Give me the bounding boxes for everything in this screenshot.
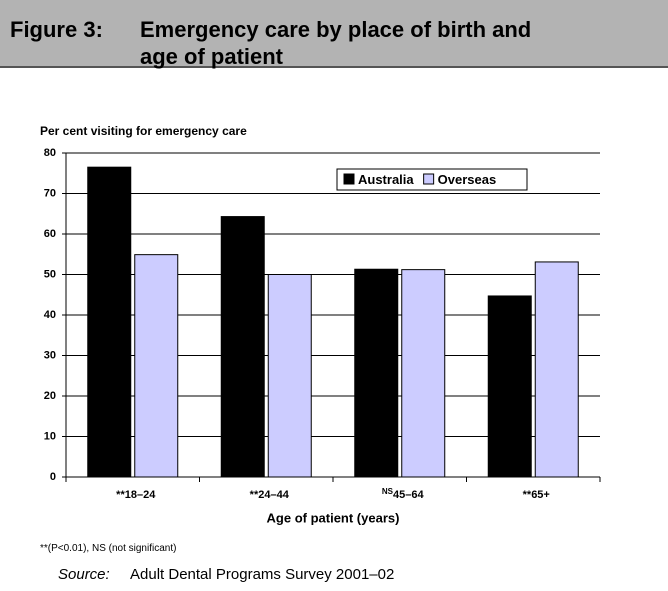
bar (354, 268, 399, 478)
y-tick-label: 70 (44, 187, 56, 199)
category-prefix: NS (382, 487, 394, 496)
y-tick-label: 60 (44, 228, 56, 240)
category-prefix: ** (523, 489, 532, 501)
category-name: 24–44 (258, 489, 289, 501)
bar (401, 269, 446, 478)
footnote: **(P<0.01), NS (not significant) (40, 543, 177, 554)
bar (267, 274, 312, 478)
y-tick-label: 40 (44, 309, 56, 321)
bar (87, 166, 132, 478)
bar (134, 254, 179, 478)
x-tick-label: **65+ (523, 489, 550, 501)
bar (534, 261, 579, 478)
category-prefix: ** (116, 489, 125, 501)
bar (220, 216, 265, 478)
figure-title: age of patient (140, 44, 284, 69)
category-prefix: ** (250, 489, 259, 501)
x-axis-label: Age of patient (years) (267, 510, 400, 525)
bar (487, 295, 532, 478)
source-label: Source: (58, 566, 110, 583)
y-tick-label: 10 (44, 430, 56, 442)
y-tick-label: 20 (44, 390, 56, 402)
x-tick-label: **24–44 (250, 489, 290, 501)
x-tick-label: **18–24 (116, 489, 156, 501)
y-axis-label: Per cent visiting for emergency care (40, 124, 247, 138)
legend-label: Overseas (438, 172, 497, 187)
category-name: 18–24 (125, 489, 156, 501)
y-tick-label: 30 (44, 349, 56, 361)
x-tick-label: NS45–64 (382, 487, 425, 501)
y-tick-label: 80 (44, 147, 56, 159)
y-tick-label: 0 (50, 471, 56, 483)
legend-swatch (343, 173, 355, 185)
source-text: Adult Dental Programs Survey 2001–02 (130, 566, 395, 583)
figure-header: Figure 3: Emergency care by place of bir… (0, 0, 668, 69)
category-name: 65+ (531, 489, 550, 501)
y-tick-label: 50 (44, 268, 56, 280)
category-name: 45–64 (393, 489, 424, 501)
figure-title: Emergency care by place of birth and (140, 17, 532, 42)
legend-swatch (423, 173, 435, 185)
legend-label: Australia (358, 172, 414, 187)
figure-label: Figure 3: (10, 17, 103, 42)
